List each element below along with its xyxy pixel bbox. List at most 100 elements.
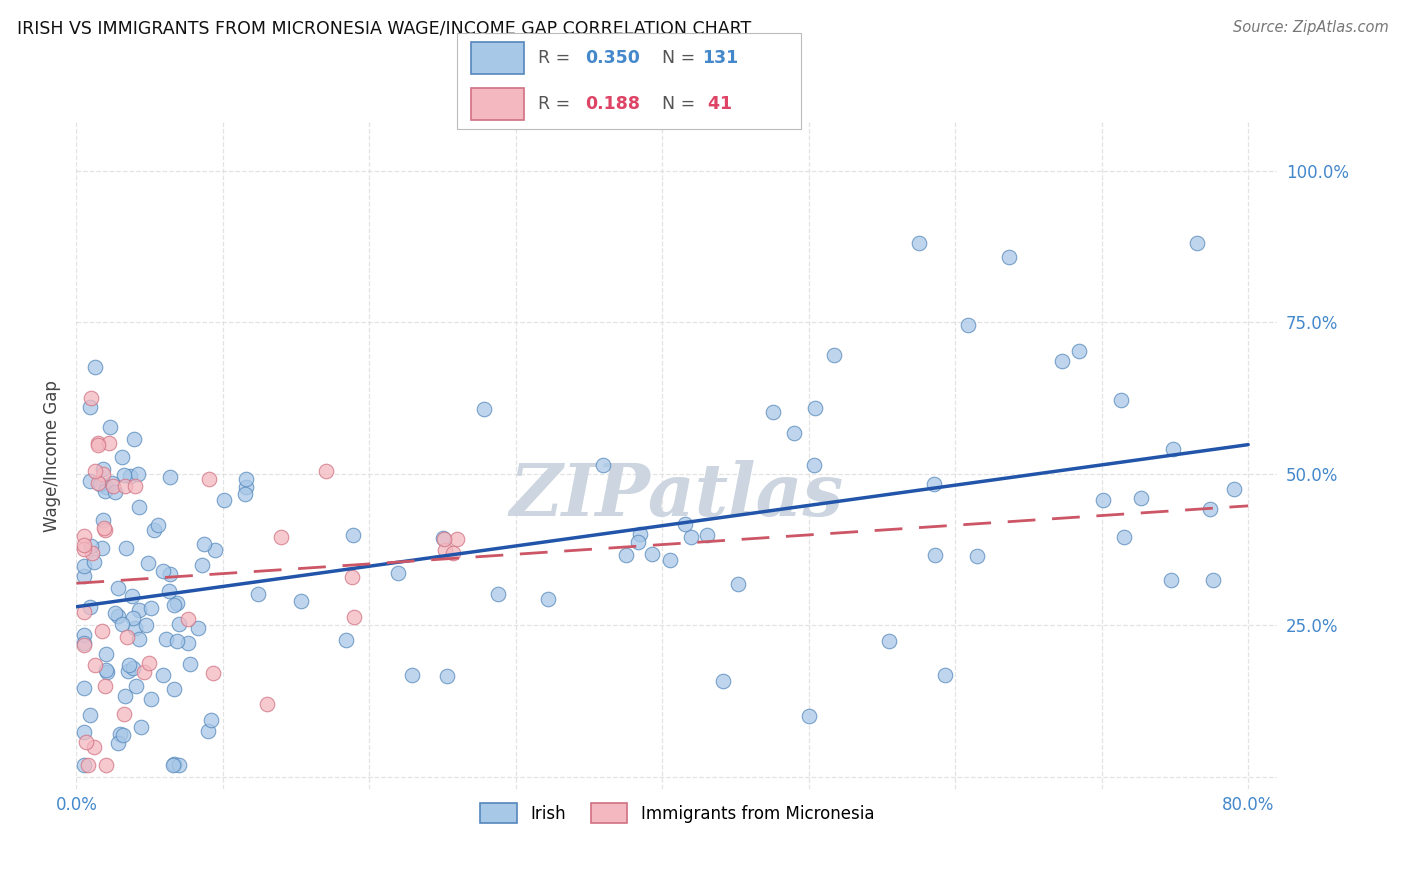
Text: ZIPatlas: ZIPatlas (510, 460, 844, 531)
Point (122, 433, 145, 447)
Point (315, 464, 337, 478)
Point (94, 758, 117, 772)
Point (115, 541, 138, 556)
Point (83, 555, 105, 569)
Point (127, 467, 149, 481)
Point (335, 633, 357, 648)
Point (128, 500, 150, 515)
Point (87, 437, 110, 451)
Point (924, 548, 946, 562)
Point (89, 477, 111, 491)
Point (446, 532, 468, 546)
Point (179, 657, 201, 671)
Point (91, 541, 114, 556)
Point (1185, 236, 1208, 251)
Point (122, 611, 145, 625)
Point (91, 462, 114, 476)
Point (934, 667, 956, 681)
Point (163, 598, 186, 612)
Point (155, 632, 177, 646)
Point (640, 547, 662, 561)
Point (1130, 491, 1153, 506)
Text: Source: ZipAtlas.com: Source: ZipAtlas.com (1233, 20, 1389, 35)
Point (122, 661, 145, 675)
Point (93, 521, 115, 535)
Point (198, 472, 221, 486)
Point (387, 566, 409, 580)
Point (681, 530, 703, 544)
Point (537, 591, 560, 606)
Point (73, 628, 96, 642)
Point (80, 546, 103, 560)
Point (125, 679, 148, 693)
Point (94, 523, 117, 537)
Point (141, 600, 163, 615)
Point (143, 523, 166, 537)
Point (1201, 573, 1223, 587)
Point (115, 630, 138, 644)
Point (290, 594, 312, 608)
Point (128, 632, 150, 647)
Point (436, 669, 458, 683)
Point (235, 472, 257, 486)
Point (104, 606, 127, 620)
Legend: Irish, Immigrants from Micronesia: Irish, Immigrants from Micronesia (471, 795, 883, 831)
Point (83, 464, 105, 478)
Point (94, 481, 117, 495)
Point (73, 639, 96, 653)
Point (94, 679, 117, 693)
Point (152, 565, 174, 579)
Point (433, 532, 456, 546)
Point (84, 658, 107, 673)
Point (80, 539, 103, 553)
Point (434, 542, 457, 557)
Point (907, 236, 929, 251)
Point (803, 458, 825, 472)
Point (696, 528, 718, 542)
Point (94, 483, 117, 498)
Point (79, 599, 101, 614)
Point (101, 479, 124, 493)
Point (107, 581, 129, 595)
Point (727, 576, 749, 591)
Point (96, 663, 118, 677)
Point (1198, 501, 1220, 516)
Point (96, 665, 118, 679)
Point (804, 401, 827, 415)
Point (191, 558, 214, 573)
Point (79, 707, 101, 722)
Point (159, 567, 181, 582)
Text: 0.188: 0.188 (585, 95, 640, 113)
Point (112, 706, 135, 721)
Point (111, 450, 134, 465)
Point (1109, 393, 1132, 408)
Point (120, 469, 142, 483)
Text: 41: 41 (702, 95, 731, 113)
Point (233, 486, 256, 500)
Point (73, 559, 96, 574)
Point (270, 530, 292, 544)
Point (922, 476, 945, 491)
Point (73, 636, 96, 650)
Point (141, 692, 163, 706)
Text: IRISH VS IMMIGRANTS FROM MICRONESIA WAGE/INCOME GAP CORRELATION CHART: IRISH VS IMMIGRANTS FROM MICRONESIA WAGE… (17, 20, 751, 37)
Point (166, 633, 188, 648)
Point (107, 736, 129, 750)
Point (129, 720, 152, 734)
Point (1112, 530, 1135, 544)
Point (80, 392, 103, 406)
Point (159, 470, 181, 484)
Point (121, 590, 143, 604)
Point (169, 617, 191, 632)
Point (177, 612, 200, 626)
Text: R =: R = (538, 95, 576, 113)
Point (146, 518, 169, 533)
Point (162, 758, 184, 772)
Point (627, 535, 650, 549)
Point (117, 664, 139, 678)
Text: N =: N = (651, 49, 700, 67)
Point (136, 556, 159, 570)
Point (197, 723, 219, 738)
Point (167, 758, 190, 772)
Point (1161, 442, 1184, 457)
